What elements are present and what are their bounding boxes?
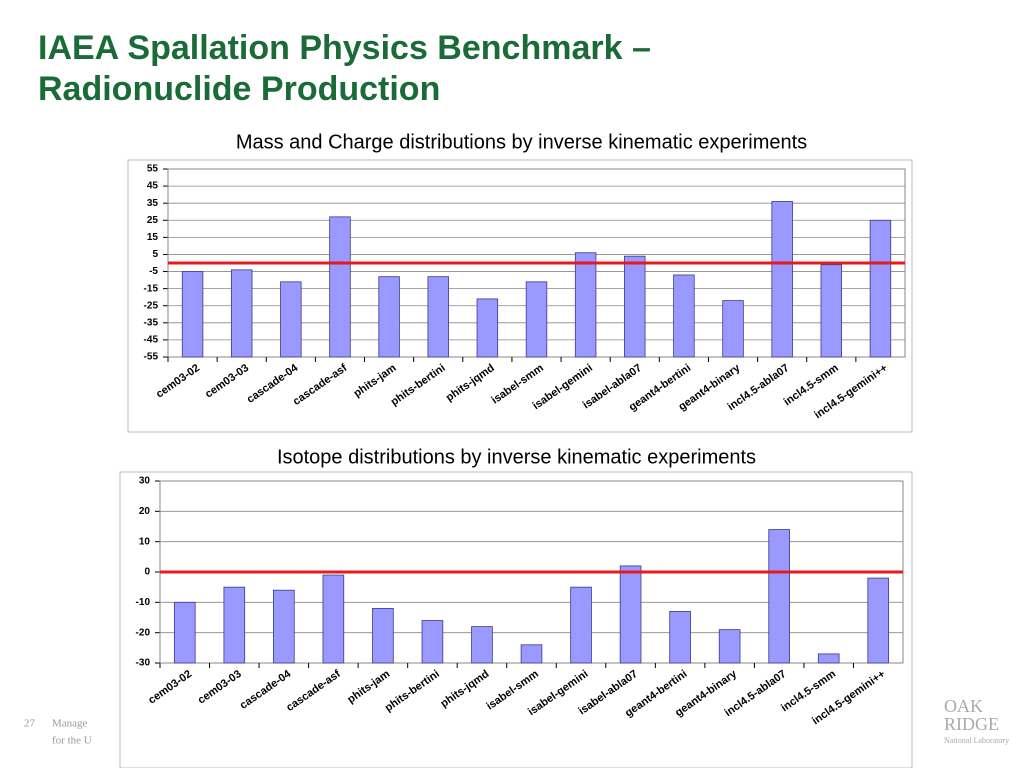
bar [525, 281, 548, 358]
y-tick-label: 30 [139, 476, 151, 487]
bar [574, 252, 597, 358]
bar [867, 577, 890, 664]
slide-title: IAEA Spallation Physics Benchmark – [38, 29, 651, 67]
bar [820, 264, 843, 358]
bar [372, 608, 394, 664]
bar [722, 300, 744, 358]
y-tick-label: 45 [147, 181, 159, 192]
bar [624, 255, 646, 358]
bar [421, 620, 444, 664]
y-tick-label: 35 [147, 198, 159, 209]
y-tick-label: -20 [136, 627, 151, 638]
footer-text: for the U [52, 735, 92, 747]
y-tick-label: 25 [147, 215, 159, 226]
bar [471, 626, 493, 664]
y-tick-label: -5 [149, 266, 158, 277]
bar [768, 529, 790, 664]
logo-text: National Laboratory [944, 736, 1009, 745]
bar [378, 276, 400, 358]
bar [230, 269, 253, 358]
bar [669, 611, 691, 664]
y-tick-label: 10 [139, 536, 151, 547]
bar [570, 586, 592, 664]
bar [718, 629, 741, 664]
page-number: 27 [24, 718, 36, 730]
bar [280, 281, 302, 358]
chart-title: Mass and Charge distributions by inverse… [236, 131, 807, 153]
logo-text: RIDGE [944, 714, 999, 734]
y-tick-label: 15 [147, 232, 159, 243]
bar [181, 271, 204, 358]
slide-title: Radionuclide Production [38, 70, 440, 108]
bar [223, 586, 246, 664]
y-tick-label: -15 [144, 283, 159, 294]
y-tick-label: 0 [144, 567, 150, 578]
bar [273, 589, 295, 664]
bar [771, 201, 793, 358]
bar [427, 276, 449, 358]
y-tick-label: 5 [152, 249, 158, 260]
bar [329, 216, 351, 358]
bar [322, 574, 345, 664]
y-tick-label: -35 [144, 317, 159, 328]
y-tick-label: 55 [147, 164, 159, 175]
bar [173, 601, 196, 664]
bar [619, 565, 642, 664]
y-tick-label: -25 [144, 300, 159, 311]
logo-text: OAK [944, 696, 983, 716]
bar [673, 274, 695, 358]
footer-text: Manage [52, 718, 88, 730]
chart-title: Isotope distributions by inverse kinemat… [277, 446, 756, 468]
bar [476, 298, 499, 358]
bar [520, 644, 543, 664]
y-tick-label: -45 [144, 335, 159, 346]
bar [869, 219, 892, 358]
y-tick-label: -55 [144, 352, 159, 363]
bar [817, 653, 840, 664]
y-tick-label: -30 [136, 658, 151, 669]
y-tick-label: 20 [139, 506, 151, 517]
y-tick-label: -10 [136, 597, 151, 608]
